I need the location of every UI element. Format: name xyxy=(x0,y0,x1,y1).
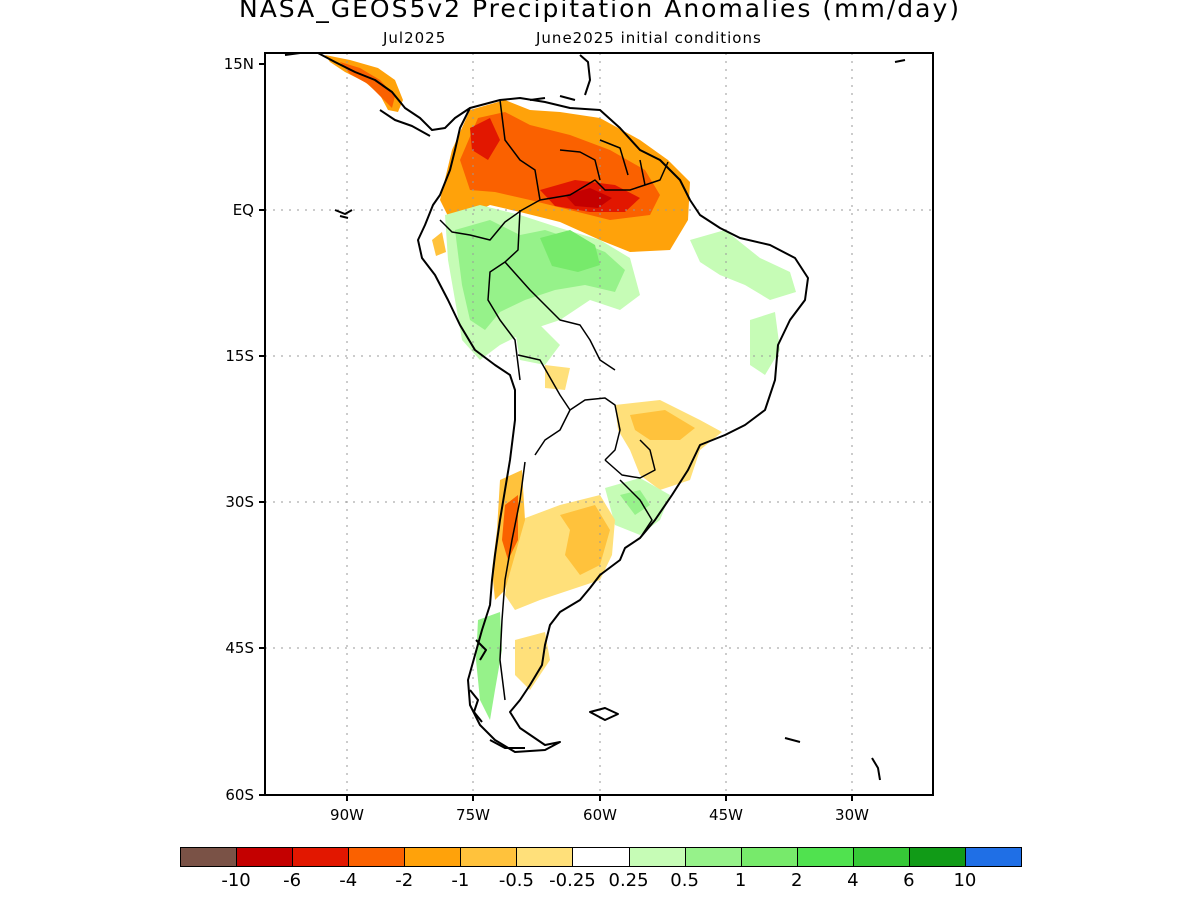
anomaly-s-chile-positive xyxy=(476,612,502,720)
legend-swatch xyxy=(740,847,798,867)
anomaly-ne-brazil-positive xyxy=(690,230,796,300)
lat-label-30s: 30S xyxy=(225,493,254,511)
anomaly-chile-negative-core xyxy=(502,495,518,560)
legend-label: 10 xyxy=(953,870,977,891)
legend-swatch xyxy=(908,847,966,867)
lat-label-60s: 60S xyxy=(225,786,254,804)
lat-labels: 15N EQ 15S 30S 45S 60S xyxy=(224,55,254,804)
legend-swatch xyxy=(628,847,686,867)
legend-label: 2 xyxy=(790,870,803,891)
legend-label: -4 xyxy=(339,870,358,891)
anomaly-fields xyxy=(325,55,796,720)
lon-labels: 90W 75W 60W 45W 30W xyxy=(330,806,869,824)
legend-label: -2 xyxy=(395,870,414,891)
legend-swatch xyxy=(404,847,462,867)
lon-label-60w: 60W xyxy=(583,806,617,824)
legend-swatch xyxy=(460,847,518,867)
anomaly-patagonia-negative xyxy=(515,632,550,690)
lat-label-45s: 45S xyxy=(225,639,254,657)
legend-label: -0.5 xyxy=(498,870,534,891)
lon-label-30w: 30W xyxy=(835,806,869,824)
legend-swatch xyxy=(516,847,574,867)
legend-label: 4 xyxy=(847,870,859,891)
anomaly-amazon-positive-core xyxy=(540,230,600,272)
legend-label: 0.25 xyxy=(608,870,649,891)
legend-swatch xyxy=(572,847,630,867)
anomaly-colombia-core xyxy=(470,118,500,160)
legend-label: 6 xyxy=(903,870,915,891)
lat-label-eq: EQ xyxy=(233,201,254,219)
subtitle-month: Jul2025 xyxy=(383,29,447,47)
subtitle-initial-conditions: June2025 initial conditions xyxy=(536,29,762,47)
anomaly-bolivia-positive xyxy=(515,325,560,365)
legend-swatch xyxy=(796,847,854,867)
legend-swatch xyxy=(180,847,238,867)
anomaly-se-brazil-negative-core xyxy=(630,410,695,440)
coastlines xyxy=(284,52,906,781)
legend-swatch xyxy=(236,847,294,867)
axis-ticks xyxy=(259,63,853,801)
lon-label-45w: 45W xyxy=(709,806,743,824)
lat-label-15s: 15S xyxy=(225,347,254,365)
legend-label: -6 xyxy=(283,870,302,891)
anomaly-argentina-negative-core xyxy=(560,505,610,575)
legend-swatch xyxy=(348,847,406,867)
legend-swatch xyxy=(292,847,350,867)
page-title: NASA_GEOS5v2 Precipitation Anomalies (mm… xyxy=(239,0,961,23)
anomaly-ecuador-coast xyxy=(432,232,446,256)
lat-label-15n: 15N xyxy=(224,55,254,73)
anomaly-paraguay-negative xyxy=(545,365,570,390)
anomaly-north-sa-peak xyxy=(565,188,612,208)
legend-label: -0.25 xyxy=(549,870,596,891)
legend-swatch xyxy=(964,847,1022,867)
lon-label-90w: 90W xyxy=(330,806,364,824)
country-borders xyxy=(439,99,669,701)
color-legend xyxy=(180,847,1022,869)
anomaly-e-brazil-positive xyxy=(750,312,780,375)
legend-swatch xyxy=(852,847,910,867)
legend-label: -1 xyxy=(451,870,470,891)
anomaly-central-america-core xyxy=(340,62,395,108)
legend-label: 0.5 xyxy=(670,870,699,891)
legend-label: 1 xyxy=(734,870,747,891)
lon-label-75w: 75W xyxy=(456,806,490,824)
legend-swatch xyxy=(684,847,742,867)
south-america-coast xyxy=(417,97,809,753)
legend-label: -10 xyxy=(221,870,251,891)
